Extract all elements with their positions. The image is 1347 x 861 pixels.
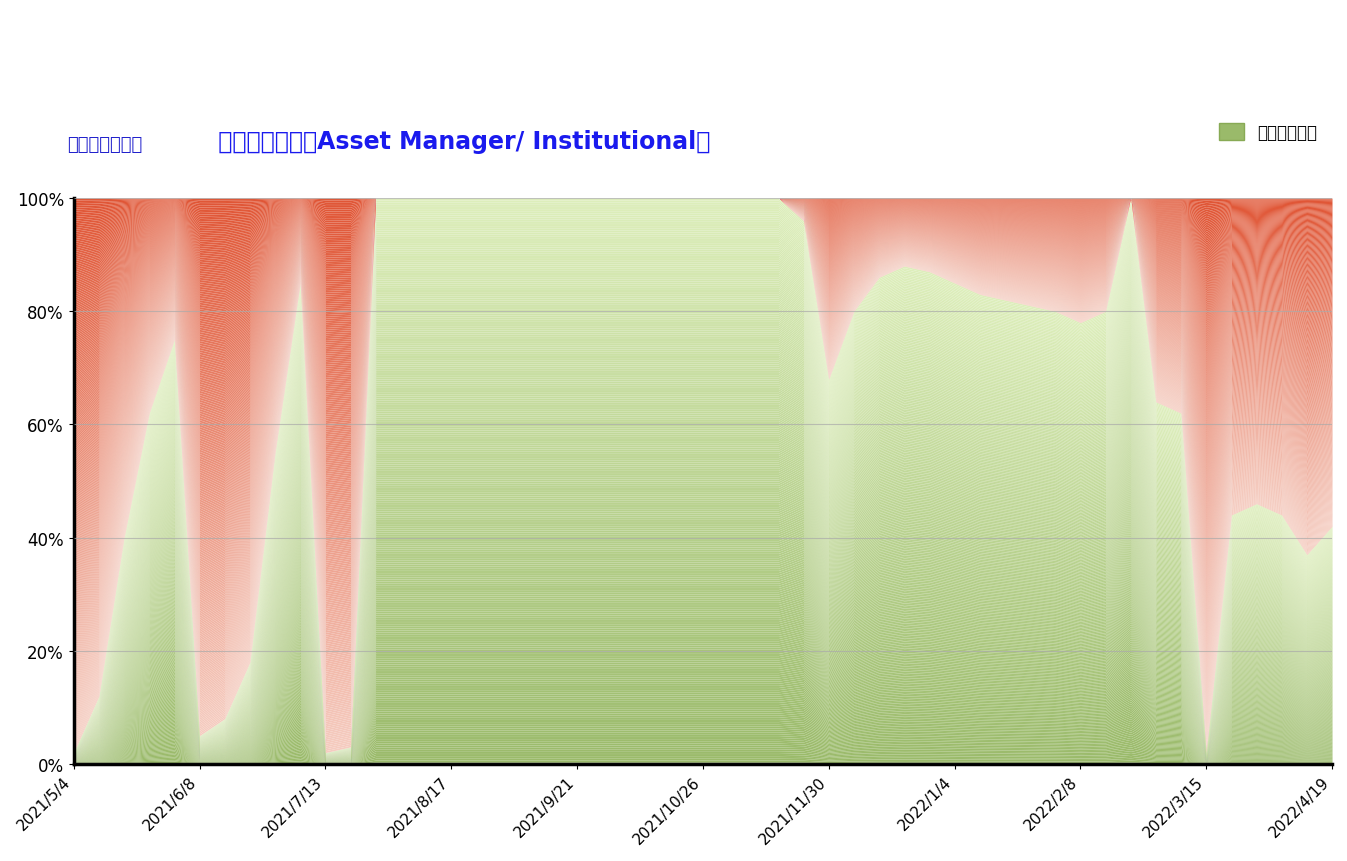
Text: 微型比特币合约: 微型比特币合约 [67,136,143,153]
Text: 资管机构持仓（Asset Manager/ Institutional）: 资管机构持仓（Asset Manager/ Institutional） [210,130,710,153]
Legend: 多头头寸占比: 多头头寸占比 [1212,117,1324,148]
